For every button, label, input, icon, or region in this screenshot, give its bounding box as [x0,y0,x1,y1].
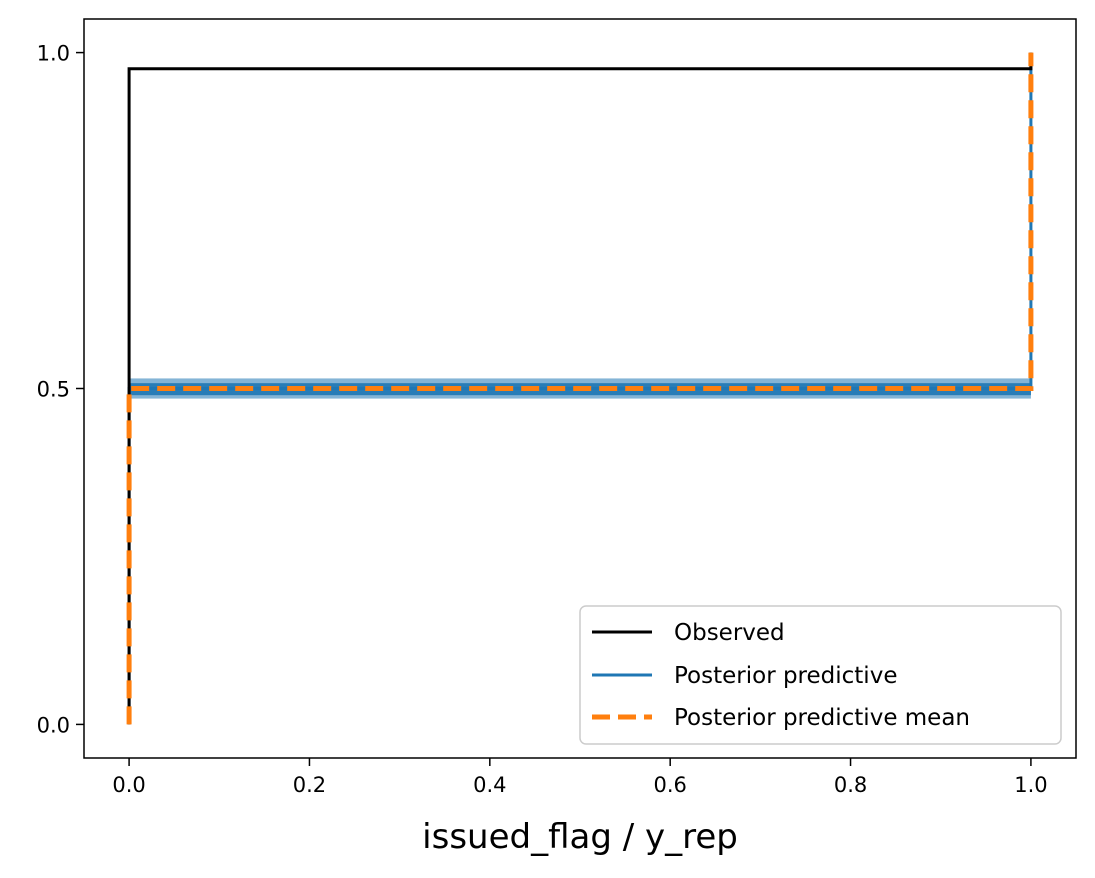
x-tick-label: 0.0 [112,773,145,797]
series-layer [126,52,1034,725]
y-tick-label: 0.5 [37,378,70,402]
x-tick-label: 0.6 [653,773,686,797]
y-axis: 0.0 0.5 1.0 [37,42,84,737]
series-posterior-predictive-mean [126,52,1034,725]
x-axis: 0.0 0.2 0.4 0.6 0.8 1.0 [112,758,1048,797]
x-tick-label: 0.2 [293,773,326,797]
legend-entry-posterior-predictive-mean-label: Posterior predictive mean [674,705,970,731]
x-tick-label: 1.0 [1014,773,1047,797]
legend: Observed Posterior predictive Posterior pr… [579,605,1062,745]
legend-entry-posterior-predictive-label: Posterior predictive [674,663,897,689]
y-tick-label: 0.0 [37,713,70,737]
x-tick-label: 0.8 [834,773,867,797]
x-tick-label: 0.4 [473,773,506,797]
x-axis-title: issued_flag / y_rep [422,817,738,857]
legend-box [579,605,1062,745]
legend-entry-observed-label: Observed [674,620,785,646]
plot-area [126,52,1034,725]
y-tick-label: 1.0 [37,42,70,66]
